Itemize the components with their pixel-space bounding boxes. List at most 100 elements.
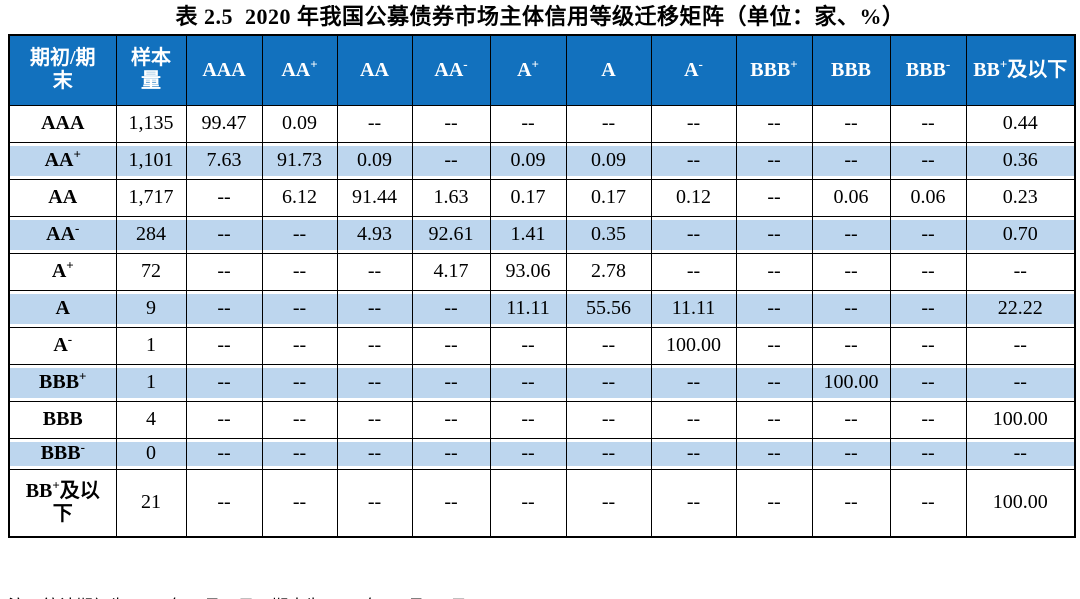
footnotes: 注：统计期初为 2020 年 1 月 1 日，期末为 2020 年 12 月 3… [8,542,1080,599]
col-header-rating-3: AA- [411,34,491,106]
migration-value-cell: -- [965,326,1076,365]
migration-value-cell: -- [489,326,567,365]
migration-value-cell: -- [411,363,491,402]
migration-value-cell: -- [336,326,413,365]
migration-value-cell: -- [735,178,813,217]
migration-value-cell: 0.23 [965,178,1076,217]
col-header-period: 期初/期末 [8,34,117,106]
migration-value-cell: -- [261,363,338,402]
migration-value-cell: 1.41 [489,215,567,254]
migration-value-cell: -- [811,104,891,143]
migration-value-cell: -- [889,363,967,402]
migration-value-cell: -- [650,437,737,470]
migration-value-cell: -- [735,252,813,291]
migration-value-cell: -- [965,437,1076,470]
table-title: 表 2.5 2020 年我国公募债券市场主体信用等级迁移矩阵（单位：家、%） [175,4,905,29]
migration-value-cell: -- [489,468,567,538]
migration-value-cell: 55.56 [565,289,652,328]
sample-count-cell: 0 [115,437,187,470]
migration-value-cell: -- [336,363,413,402]
migration-value-cell: -- [185,400,263,439]
migration-value-cell: -- [811,252,891,291]
migration-value-cell: 0.12 [650,178,737,217]
migration-value-cell: -- [650,215,737,254]
migration-value-cell: -- [889,468,967,538]
sample-count-cell: 1,101 [115,141,187,180]
migration-value-cell: -- [811,400,891,439]
col-header-sample: 样本量 [115,34,187,106]
migration-value-cell: 11.11 [489,289,567,328]
col-header-rating-2: AA [336,34,413,106]
migration-value-cell: -- [185,178,263,217]
migration-value-cell: 92.61 [411,215,491,254]
migration-value-cell: 0.70 [965,215,1076,254]
row-label-8: BBB [8,400,117,439]
migration-value-cell: -- [336,437,413,470]
sample-count-cell: 21 [115,468,187,538]
row-label-9: BBB- [8,437,117,470]
table-row-6: A- 1 -- -- -- -- -- -- 100.00 -- -- -- -- [8,326,1076,365]
migration-value-cell: -- [889,289,967,328]
migration-value-cell: -- [261,252,338,291]
migration-value-cell: -- [185,437,263,470]
migration-value-cell: 0.09 [261,104,338,143]
migration-value-cell: -- [965,363,1076,402]
col-header-rating-4: A+ [489,34,567,106]
table-row-1: AA+ 1,101 7.63 91.73 0.09 -- 0.09 0.09 -- -- -- -- 0… [8,141,1076,180]
migration-value-cell: -- [336,289,413,328]
row-label-1: AA+ [8,141,117,180]
col-header-rating-8: BBB [811,34,891,106]
migration-value-cell: -- [650,104,737,143]
table-row-10: BB+及以下 21 -- -- -- -- -- -- -- -- -- -- 100.00 [8,468,1076,538]
sample-count-cell: 1,135 [115,104,187,143]
migration-value-cell: -- [411,289,491,328]
col-header-rating-7: BBB+ [735,34,813,106]
sample-count-cell: 284 [115,215,187,254]
migration-value-cell: 6.12 [261,178,338,217]
migration-value-cell: -- [336,252,413,291]
migration-value-cell: -- [411,326,491,365]
migration-value-cell: -- [735,104,813,143]
migration-value-cell: -- [261,326,338,365]
migration-value-cell: -- [185,363,263,402]
sample-count-cell: 4 [115,400,187,439]
migration-value-cell: 0.09 [489,141,567,180]
row-label-0: AAA [8,104,117,143]
row-label-2: AA [8,178,117,217]
migration-value-cell: -- [565,468,652,538]
migration-value-cell: -- [185,468,263,538]
migration-value-cell: -- [811,468,891,538]
col-header-rating-6: A- [650,34,737,106]
migration-value-cell: 1.63 [411,178,491,217]
migration-value-cell: -- [735,400,813,439]
migration-value-cell: -- [489,437,567,470]
row-label-7: BBB+ [8,363,117,402]
migration-value-cell: -- [565,326,652,365]
migration-value-cell: -- [411,437,491,470]
col-header-rating-0: AAA [185,34,263,106]
migration-value-cell: -- [565,363,652,402]
migration-value-cell: 2.78 [565,252,652,291]
row-label-3: AA- [8,215,117,254]
migration-value-cell: -- [261,400,338,439]
migration-value-cell: -- [889,215,967,254]
migration-value-cell: -- [735,437,813,470]
migration-value-cell: -- [735,326,813,365]
migration-value-cell: 0.09 [336,141,413,180]
migration-value-cell: 100.00 [965,468,1076,538]
migration-value-cell: -- [336,104,413,143]
migration-value-cell: -- [565,104,652,143]
sample-count-cell: 1,717 [115,178,187,217]
col-header-rating-1: AA+ [261,34,338,106]
col-header-rating-9: BBB- [889,34,967,106]
migration-value-cell: -- [411,104,491,143]
migration-value-cell: -- [185,215,263,254]
migration-value-cell: -- [735,215,813,254]
rating-migration-matrix-table: 期初/期末 样本量 AAA AA+ AA AA- A+ A A- BBB+ BBB BBB- BB+… [8,34,1076,538]
migration-value-cell: -- [811,326,891,365]
migration-value-cell: 0.17 [489,178,567,217]
migration-value-cell: 0.06 [889,178,967,217]
migration-value-cell: -- [411,400,491,439]
migration-value-cell: -- [261,289,338,328]
migration-value-cell: -- [889,252,967,291]
